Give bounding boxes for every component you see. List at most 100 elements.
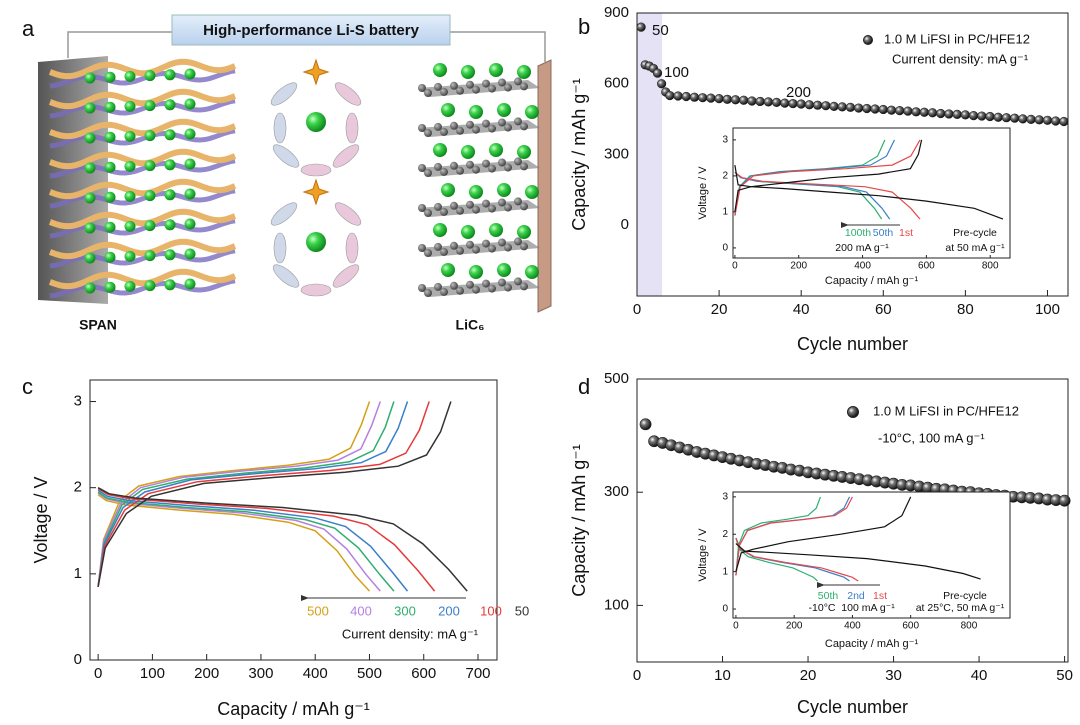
data-point [652,68,663,78]
li-ion [104,161,116,173]
li-ion [164,189,176,201]
carbon [456,286,464,295]
curve [97,487,468,592]
polymer-chain [48,178,237,200]
x-tick-label: 100 [1035,301,1060,318]
legend-marker [863,35,873,45]
data-point [1010,113,1020,123]
polymer-chain [49,128,236,149]
inset-note: at 50 mA g⁻¹ [945,242,1005,254]
solvent [345,112,359,144]
legend-label: 500 [307,603,329,618]
carbon [434,202,442,211]
x-tick-label: 400 [303,665,328,682]
panel-label: c [22,374,33,399]
curve [97,491,395,592]
title-box [171,14,451,46]
data-point [747,96,757,106]
carbon [466,120,474,129]
x-tick-label: 40 [793,301,810,318]
li-ion [124,280,136,292]
data-point [636,22,646,32]
li-ion [469,185,483,199]
x-tick-label: 800 [961,621,978,632]
li-ion [164,129,176,141]
li-ion [184,218,196,230]
x-tick-label: 500 [357,665,382,682]
data-point [936,108,946,119]
data-point [1026,114,1036,124]
data-point [730,95,741,105]
data-point [1051,116,1061,126]
carbon [488,84,496,93]
li-ion [525,265,539,279]
carbon [418,124,426,132]
polymer-chain [49,188,236,209]
x-tick-label: 0 [732,261,738,272]
curve [734,139,923,212]
curve [735,496,912,572]
li-ion [306,112,326,132]
lic6-label: LiC₆ [456,317,485,333]
carbon [456,166,464,175]
data-point [985,111,995,122]
polymer-chain [48,268,237,290]
curve [734,139,921,216]
data-point [1058,494,1071,507]
data-point [854,103,864,113]
li-ion [517,225,531,239]
carbon [498,158,506,167]
li-ion [164,99,176,111]
x-tick-label: 30 [885,667,902,684]
y-tick-label: 500 [604,370,629,387]
li-ion [164,279,176,291]
y-tick-label: 0 [722,604,728,615]
y-axis-label: Capacity / mAh g⁻¹ [569,444,589,597]
panel-label: a [22,16,35,41]
li-ion [306,232,326,252]
inset-legend: 1st [873,590,887,602]
carbon [514,197,522,206]
curve [735,496,853,576]
li-ion [84,72,96,84]
carbon [514,277,522,286]
x-tick-label: 600 [902,621,919,632]
data-point [813,100,823,110]
right-electrode [537,59,552,313]
illustration: High-performance Li-S battery SPAN LiC₆ … [22,14,552,333]
data-point [657,79,667,89]
data-point [698,93,708,103]
data-point [927,108,938,118]
li-ion [144,130,156,142]
x-axis-label: Capacity / mAh g⁻¹ [825,638,919,650]
carbon [450,201,458,210]
x-tick-label: 0 [94,665,102,682]
polymer-chain [49,218,236,239]
data-point [968,110,979,121]
data-point [639,418,652,431]
li-ion [124,100,136,112]
anion [302,58,330,86]
data-point [804,100,815,110]
carbon [456,206,464,215]
y-tick-label: 2 [74,479,82,496]
solvent [345,232,359,264]
annotation: 200 [786,84,811,101]
carbon [456,86,464,95]
plot-frame [732,491,1011,619]
li-ion [124,70,136,82]
li-ion [184,248,196,260]
carbon [514,117,522,126]
polymer-chain [48,118,237,140]
highlight-band [637,13,663,296]
data-point [960,110,970,120]
y-axis-label: Voltage / V [31,476,51,563]
li-ion [489,143,503,157]
curve [97,401,452,587]
x-tick-label: 400 [844,621,861,632]
legend-label: 1.0 M LiFSI in PC/HFE12 [884,31,1030,46]
carbon [418,244,426,252]
li-ion [489,223,503,237]
solvent [272,264,300,288]
li-ion [84,222,96,234]
